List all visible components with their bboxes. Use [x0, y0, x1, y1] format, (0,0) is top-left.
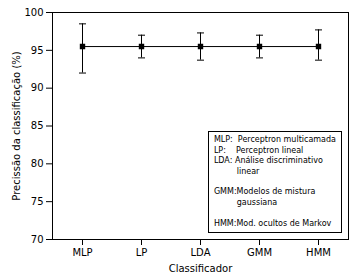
svg-text:GMM: GMM	[247, 247, 272, 258]
svg-text:LP: LP	[136, 247, 148, 258]
svg-text:HMM: HMM	[306, 247, 331, 258]
svg-text:85: 85	[31, 120, 44, 131]
svg-text:75: 75	[31, 196, 44, 207]
svg-text:Classificador: Classificador	[169, 263, 233, 274]
svg-text:100: 100	[24, 7, 43, 18]
svg-text:80: 80	[31, 158, 44, 169]
html-text:MLP: Perceptron multicamada LP: MLP: Perceptron multicamada LP: Perceptr…	[213, 135, 336, 228]
svg-text:95: 95	[31, 45, 44, 56]
svg-text:70: 70	[31, 234, 44, 245]
svg-text:90: 90	[31, 82, 44, 93]
svg-text:MLP: MLP	[72, 247, 92, 258]
svg-text:LDA: LDA	[191, 247, 211, 258]
svg-text:Precissão da classificação (%): Precissão da classificação (%)	[11, 51, 22, 201]
